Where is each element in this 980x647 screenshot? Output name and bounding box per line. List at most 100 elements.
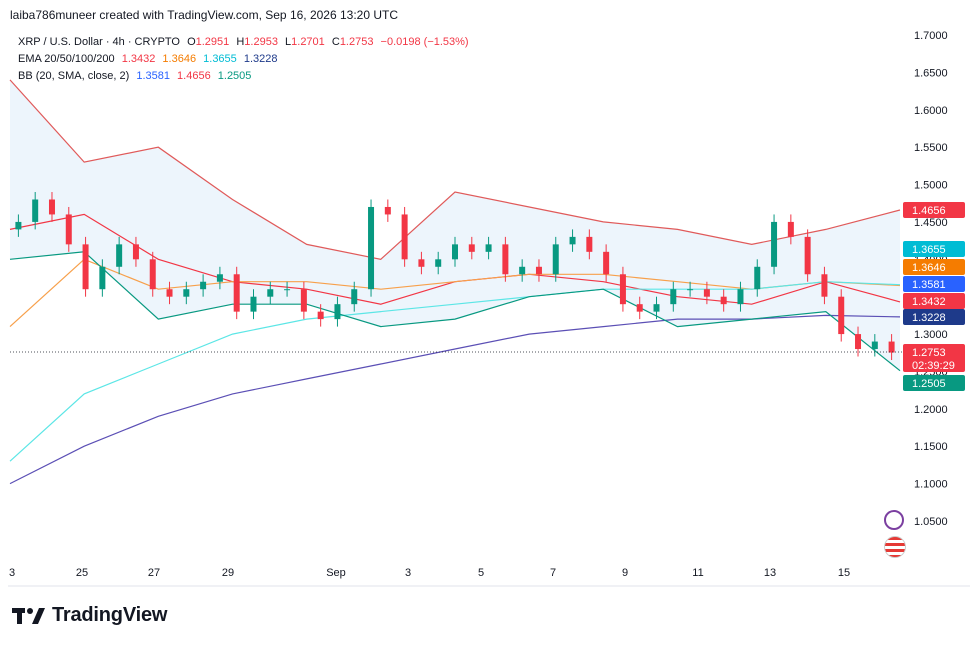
price-tags: 1.4656 1.3655 1.3646 1.3581 1.3432 1.3228 1.27…	[903, 202, 965, 391]
countdown-timer: 02:39:29	[912, 360, 955, 372]
candle-body	[99, 266, 106, 290]
price-tick-label: 1.7000	[914, 30, 948, 42]
price-tag-label: 1.2505	[912, 378, 946, 390]
price-axis[interactable]: 1.70001.65001.60001.55001.50001.45001.40…	[914, 30, 948, 528]
time-tick-label: 5	[478, 567, 484, 579]
candle-body	[804, 236, 811, 275]
time-tick-label: 27	[148, 567, 160, 579]
price-tag-label: 1.3432	[912, 296, 946, 308]
time-tick-label: 25	[76, 567, 88, 579]
price-tag	[903, 375, 965, 391]
bb-legend-label[interactable]: BB (20, SMA, close, 2)	[18, 70, 130, 82]
line-ema-200	[9, 314, 901, 485]
price-tick-label: 1.3000	[914, 329, 948, 341]
price-tick-label: 1.1500	[914, 441, 948, 453]
bb-fill-area	[10, 79, 900, 371]
candle-body	[703, 289, 710, 297]
candle-body	[452, 244, 458, 260]
ema50-value: 1.3646	[162, 53, 197, 65]
candle-body	[569, 236, 576, 245]
events-icon[interactable]	[884, 510, 904, 530]
candle-body	[737, 289, 744, 305]
candle-body	[48, 199, 55, 215]
candle-body	[132, 244, 139, 260]
ema100-value: 1.3655	[203, 53, 237, 65]
candle-body	[351, 289, 358, 305]
ohlc-open: O1.2951	[187, 36, 230, 48]
candle-body	[334, 304, 341, 320]
candle-body	[653, 304, 660, 312]
side-icons[interactable]	[884, 510, 906, 564]
ohlc-low: L1.2701	[285, 36, 325, 48]
price-tick-label: 1.5000	[914, 180, 948, 192]
ohlc-change: −0.0198 (−1.53%)	[380, 36, 469, 48]
price-tag	[903, 293, 965, 309]
candle-body	[216, 274, 223, 282]
price-tag	[903, 241, 965, 257]
indicator-lines	[9, 79, 901, 485]
us-flag-icon[interactable]	[884, 536, 906, 558]
time-axis[interactable]: 3 25 27 29 Sep 3 5 7 9 11 13 15	[9, 567, 850, 579]
price-tick-label: 1.0500	[914, 516, 948, 528]
price-tag-label: 1.3581	[912, 279, 946, 291]
candle-body	[82, 244, 89, 290]
candle-body	[855, 334, 862, 350]
candle-body	[300, 289, 307, 312]
line-bb-upper	[9, 79, 901, 260]
candlesticks[interactable]	[15, 192, 895, 361]
candle-body	[116, 244, 123, 267]
chart-attribution: laiba786muneer created with TradingView.…	[10, 8, 399, 22]
price-tag	[903, 259, 965, 275]
candle-body	[32, 199, 39, 222]
time-tick-label: 11	[692, 567, 703, 579]
price-tag-label: 1.3228	[912, 312, 946, 324]
candle-body	[502, 244, 509, 275]
candle-body	[519, 266, 526, 275]
price-tag	[903, 344, 965, 372]
time-tick-label: 3	[9, 567, 15, 579]
candle-body	[535, 266, 542, 275]
time-tick-label: 15	[838, 567, 850, 579]
candle-body	[65, 214, 72, 245]
candle-body	[888, 341, 895, 353]
ema20-value: 1.3432	[121, 53, 156, 65]
candle-body	[636, 304, 643, 312]
bb-legend[interactable]: BB (20, SMA, close, 2) 1.3581 1.4656 1.2…	[18, 70, 255, 82]
candle-body	[754, 266, 761, 290]
ohlc-high: H1.2953	[236, 36, 278, 48]
ema200-value: 1.3228	[243, 53, 278, 65]
tradingview-logo[interactable]: TradingView	[12, 604, 167, 627]
candle-body	[586, 236, 593, 252]
price-tag-label: 1.4656	[912, 205, 946, 217]
ema-legend[interactable]: EMA 20/50/100/200 1.3432 1.3646 1.3655 1…	[18, 53, 282, 65]
candle-body	[485, 244, 492, 252]
candle-body	[603, 251, 610, 275]
price-tick-label: 1.2000	[914, 404, 948, 416]
bb-band-fill	[10, 79, 900, 371]
candle-body	[149, 259, 156, 290]
tradingview-wordmark: TradingView	[52, 604, 168, 626]
time-tick-label: 9	[622, 567, 628, 579]
price-tag	[903, 202, 965, 218]
ohlc-close: C1.2753	[331, 36, 374, 48]
candle-body	[183, 289, 190, 297]
candle-body	[871, 341, 878, 350]
candle-body	[787, 221, 794, 237]
ema-legend-label[interactable]: EMA 20/50/100/200	[18, 53, 115, 65]
candle-body	[670, 289, 677, 305]
symbol-title[interactable]: XRP / U.S. Dollar · 4h · CRYPTO	[18, 36, 180, 48]
candle-body	[166, 289, 173, 297]
candle-body	[233, 274, 240, 312]
bb-lower-value: 1.2505	[217, 70, 252, 82]
price-tag-label: 1.3646	[912, 262, 946, 274]
price-tick-label: 1.6000	[914, 105, 948, 117]
time-tick-label: 29	[222, 567, 234, 579]
line-bb-lower	[9, 251, 901, 372]
candle-body	[418, 259, 425, 267]
candle-body	[838, 296, 845, 335]
symbol-legend[interactable]: XRP / U.S. Dollar · 4h · CRYPTO O1.2951 …	[18, 36, 473, 48]
time-tick-label: Sep	[326, 567, 346, 579]
candle-body	[284, 289, 291, 291]
price-tick-label: 1.5500	[914, 142, 948, 154]
